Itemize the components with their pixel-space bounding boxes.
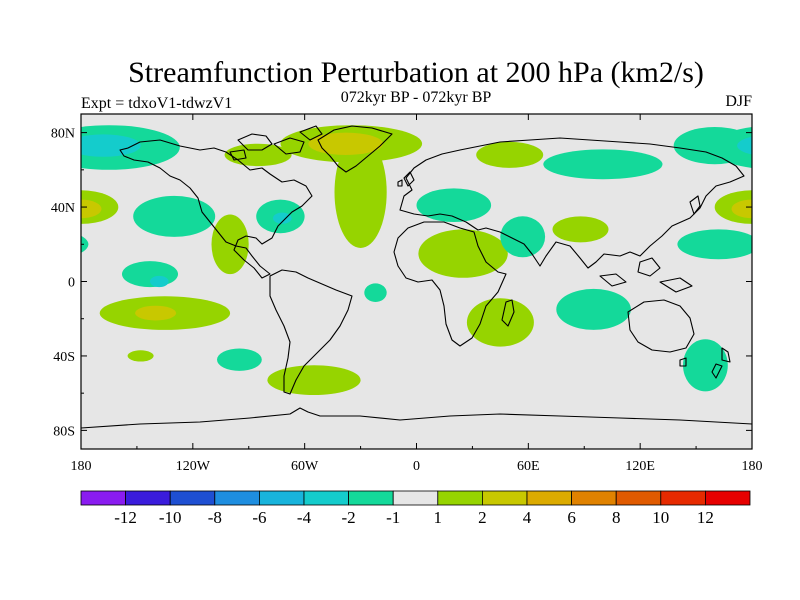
colorbar: -12 -10 -8 -6 -4 -2 -1 1 2 4 6 8 10 12 <box>80 490 751 527</box>
colorbar-swatch-0 <box>80 490 126 506</box>
colorbar-swatch-9 <box>481 490 528 506</box>
colorbar-swatch-12 <box>615 490 662 506</box>
coastline-japan-se-asia <box>599 195 701 293</box>
coastline-eurasia <box>399 137 745 269</box>
y-tick-label-4: 80S <box>53 424 75 439</box>
x-tick-label-4: 60E <box>517 459 540 474</box>
colorbar-label-5: -2 <box>342 508 356 527</box>
coastline-arctic-islands <box>229 125 323 161</box>
contour-region-europe-negative <box>416 188 492 222</box>
contour-region-east-africa-positive <box>466 298 534 347</box>
colorbar-swatch-8 <box>437 490 483 506</box>
coastline-new-zealand <box>711 347 731 379</box>
y-tick-label-2: 0 <box>68 276 75 291</box>
colorbar-label-0: -12 <box>114 508 137 527</box>
contour-region-southern-ocean-negative <box>683 339 728 392</box>
contour-region-north-america-core <box>273 212 292 224</box>
colorbar-swatch-11 <box>571 490 617 506</box>
season-label: DJF <box>725 93 752 110</box>
colorbar-swatch-13 <box>660 490 706 506</box>
colorbar-label-3: -6 <box>252 508 266 527</box>
colorbar-label-7: 1 <box>434 508 443 527</box>
x-axis: 180 120W 60W 0 60E 120E 180 <box>71 114 763 474</box>
y-tick-label-1: 40N <box>51 201 75 216</box>
contour-region-arctic-pacific-core-wrap <box>737 136 752 155</box>
contour-region-siberia-positive <box>476 141 544 168</box>
colorbar-swatch-2 <box>169 490 216 506</box>
contour-region-central-pacific-negative-east-wrap <box>81 235 89 253</box>
contour-region-central-pacific-negative-east <box>677 229 752 260</box>
colorbar-label-9: 4 <box>523 508 532 527</box>
colorbar-swatch-1 <box>125 490 171 506</box>
coastline-antarctica <box>81 407 752 429</box>
coastline-south-america <box>269 269 353 395</box>
contour-region-east-pacific-subtropical-positive <box>211 214 249 275</box>
coastline-north-america <box>119 139 313 279</box>
contour-region-tropical-atlantic-negative <box>364 283 387 303</box>
contour-region-arctic-pacific-core <box>81 134 141 157</box>
colorbar-swatch-10 <box>526 490 572 506</box>
colorbar-swatch-7 <box>392 490 439 506</box>
colorbar-label-2: -8 <box>208 508 222 527</box>
y-tick-label-0: 80N <box>51 127 75 142</box>
colorbar-swatch-3 <box>214 490 260 506</box>
colorbar-label-12: 10 <box>652 508 669 527</box>
coastline-british-isles <box>397 171 415 187</box>
coastline-australia <box>627 299 695 367</box>
contour-region-north-africa-positive-band <box>418 229 508 278</box>
experiment-label: Expt = tdxoV1-tdwzV1 <box>81 95 232 112</box>
contour-region-indian-ocean-negative <box>556 288 631 330</box>
chart-subtitle: 072kyr BP - 072kyr BP <box>341 89 492 106</box>
contour-region-south-atlantic-positive <box>267 365 361 395</box>
colorbar-label-6: -1 <box>386 508 400 527</box>
contour-region-north-pacific-west-core-wrap <box>81 199 102 219</box>
map-panel <box>80 113 753 450</box>
chart-title: Streamfunction Perturbation at 200 hPa (… <box>128 56 704 89</box>
contour-region-south-pacific-core <box>135 305 177 321</box>
contour-region-bering-negative <box>673 127 752 165</box>
y-axis: 80N 40N 0 40S 80S <box>51 127 752 439</box>
x-tick-label-5: 120E <box>625 459 655 474</box>
x-tick-label-6: 180 <box>742 459 763 474</box>
colorbar-label-1: -10 <box>159 508 182 527</box>
contour-region-arabian-negative <box>500 216 546 258</box>
contour-region-east-asia-negative-north <box>543 149 663 180</box>
colorbar-label-11: 8 <box>612 508 621 527</box>
x-tick-label-0: 180 <box>71 459 92 474</box>
colorbar-swatch-4 <box>258 490 305 506</box>
contour-region-southeast-pacific-negative <box>217 348 262 371</box>
colorbar-swatch-5 <box>303 490 349 506</box>
x-tick-label-1: 120W <box>176 459 211 474</box>
x-tick-label-2: 60W <box>291 459 319 474</box>
contour-region-india-positive <box>552 216 609 243</box>
contour-region-east-pacific-tropical-core <box>150 275 169 288</box>
colorbar-label-13: 12 <box>697 508 714 527</box>
contour-region-arctic-canada-positive <box>224 143 292 167</box>
contour-region-north-atlantic-positive <box>334 136 387 248</box>
coastline-madagascar <box>501 299 515 327</box>
y-tick-label-3: 40S <box>53 350 75 365</box>
colorbar-swatch-6 <box>348 490 394 506</box>
x-tick-label-3: 0 <box>413 459 420 474</box>
coastline-layer <box>81 125 752 429</box>
colorbar-swatch-14 <box>705 490 751 506</box>
coastline-africa <box>393 221 507 347</box>
contour-region-north-pacific-east-negative <box>133 195 216 237</box>
colorbar-label-4: -4 <box>297 508 312 527</box>
coastline-greenland <box>317 125 393 173</box>
contour-region-greenland-core <box>308 132 384 155</box>
colorbar-label-10: 6 <box>567 508 576 527</box>
contour-region-east-pacific-tropical-negative <box>122 261 178 288</box>
colorbar-label-8: 2 <box>478 508 487 527</box>
contour-region-north-pacific-west-core <box>731 199 752 219</box>
contour-layer <box>81 125 752 395</box>
contour-region-south-pacific-small-positive <box>127 350 154 362</box>
